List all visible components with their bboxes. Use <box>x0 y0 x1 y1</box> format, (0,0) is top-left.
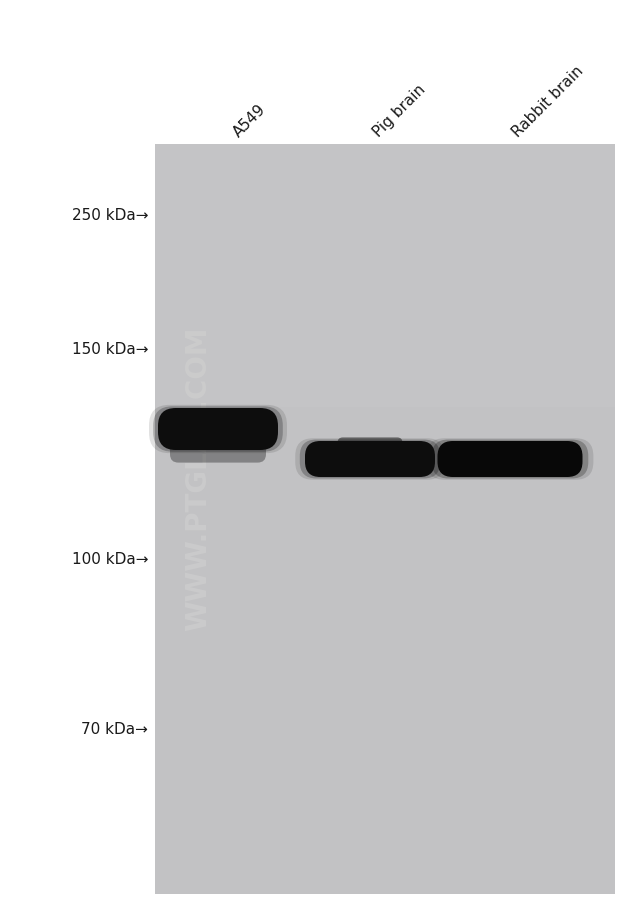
Text: 70 kDa→: 70 kDa→ <box>81 721 148 737</box>
FancyBboxPatch shape <box>438 441 583 478</box>
FancyBboxPatch shape <box>432 440 588 479</box>
Bar <box>155 145 615 407</box>
Text: Rabbit brain: Rabbit brain <box>510 63 587 140</box>
FancyBboxPatch shape <box>337 438 402 452</box>
Text: 100 kDa→: 100 kDa→ <box>71 552 148 567</box>
Text: A549: A549 <box>230 101 268 140</box>
Text: Pig brain: Pig brain <box>370 82 428 140</box>
FancyBboxPatch shape <box>427 438 593 480</box>
FancyBboxPatch shape <box>300 440 440 479</box>
FancyBboxPatch shape <box>153 407 283 452</box>
Text: 150 kDa→: 150 kDa→ <box>71 342 148 357</box>
FancyBboxPatch shape <box>149 405 287 454</box>
Bar <box>155 145 615 894</box>
FancyBboxPatch shape <box>295 438 445 480</box>
Text: 250 kDa→: 250 kDa→ <box>71 208 148 222</box>
Text: WWW.PTGLAB.COM: WWW.PTGLAB.COM <box>184 326 213 630</box>
FancyBboxPatch shape <box>305 441 435 478</box>
FancyBboxPatch shape <box>158 409 278 450</box>
FancyBboxPatch shape <box>170 442 266 463</box>
